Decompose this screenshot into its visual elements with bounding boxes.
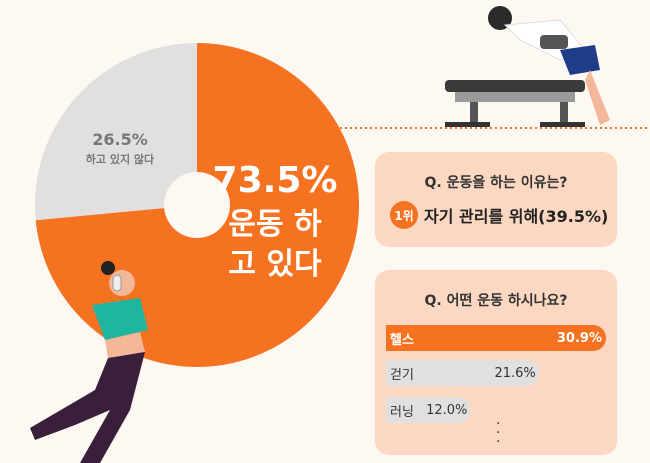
- pie-label-exercising: 73.5% 운동 하고 있다: [195, 160, 355, 285]
- more-ellipsis: · · ·: [496, 416, 501, 450]
- bar-value: 12.0%: [426, 402, 468, 418]
- bar-1: 걷기 21.6%: [386, 360, 540, 386]
- reason-answer: 자기 관리를 위해(39.5%): [424, 207, 609, 226]
- exercising-value: 73.5%: [212, 160, 338, 201]
- bar-2: 러닝 12.0%: [386, 397, 472, 423]
- bar-0: 헬스 30.9%: [386, 325, 606, 351]
- reason-panel: Q. 운동을 하는 이유는?: [375, 152, 617, 247]
- not-exercising-label: 하고 있지 않다: [85, 153, 155, 166]
- gym-bench-illustration: [445, 6, 610, 127]
- bar-value: 30.9%: [556, 330, 602, 346]
- exercising-label: 운동 하고 있다: [228, 207, 322, 282]
- exercise-question: Q. 어떤 운동 하시나요?: [424, 293, 568, 309]
- pie-label-not-exercising: 26.5% 하고 있지 않다: [68, 130, 172, 167]
- bar-label: 걷기: [390, 367, 414, 383]
- not-exercising-value: 26.5%: [92, 130, 148, 149]
- bar-label: 러닝: [390, 404, 414, 420]
- pie-slice-1: [35, 43, 197, 221]
- reason-question: Q. 운동을 하는 이유는?: [424, 175, 568, 191]
- reason-top-answer: 1위 자기 관리를 위해(39.5%): [390, 201, 608, 229]
- bar-label: 헬스: [390, 332, 414, 348]
- runner-illustration: [30, 261, 148, 463]
- bar-value: 21.6%: [494, 365, 536, 381]
- donut-hole: [164, 172, 230, 238]
- rank-badge: 1위: [390, 201, 418, 229]
